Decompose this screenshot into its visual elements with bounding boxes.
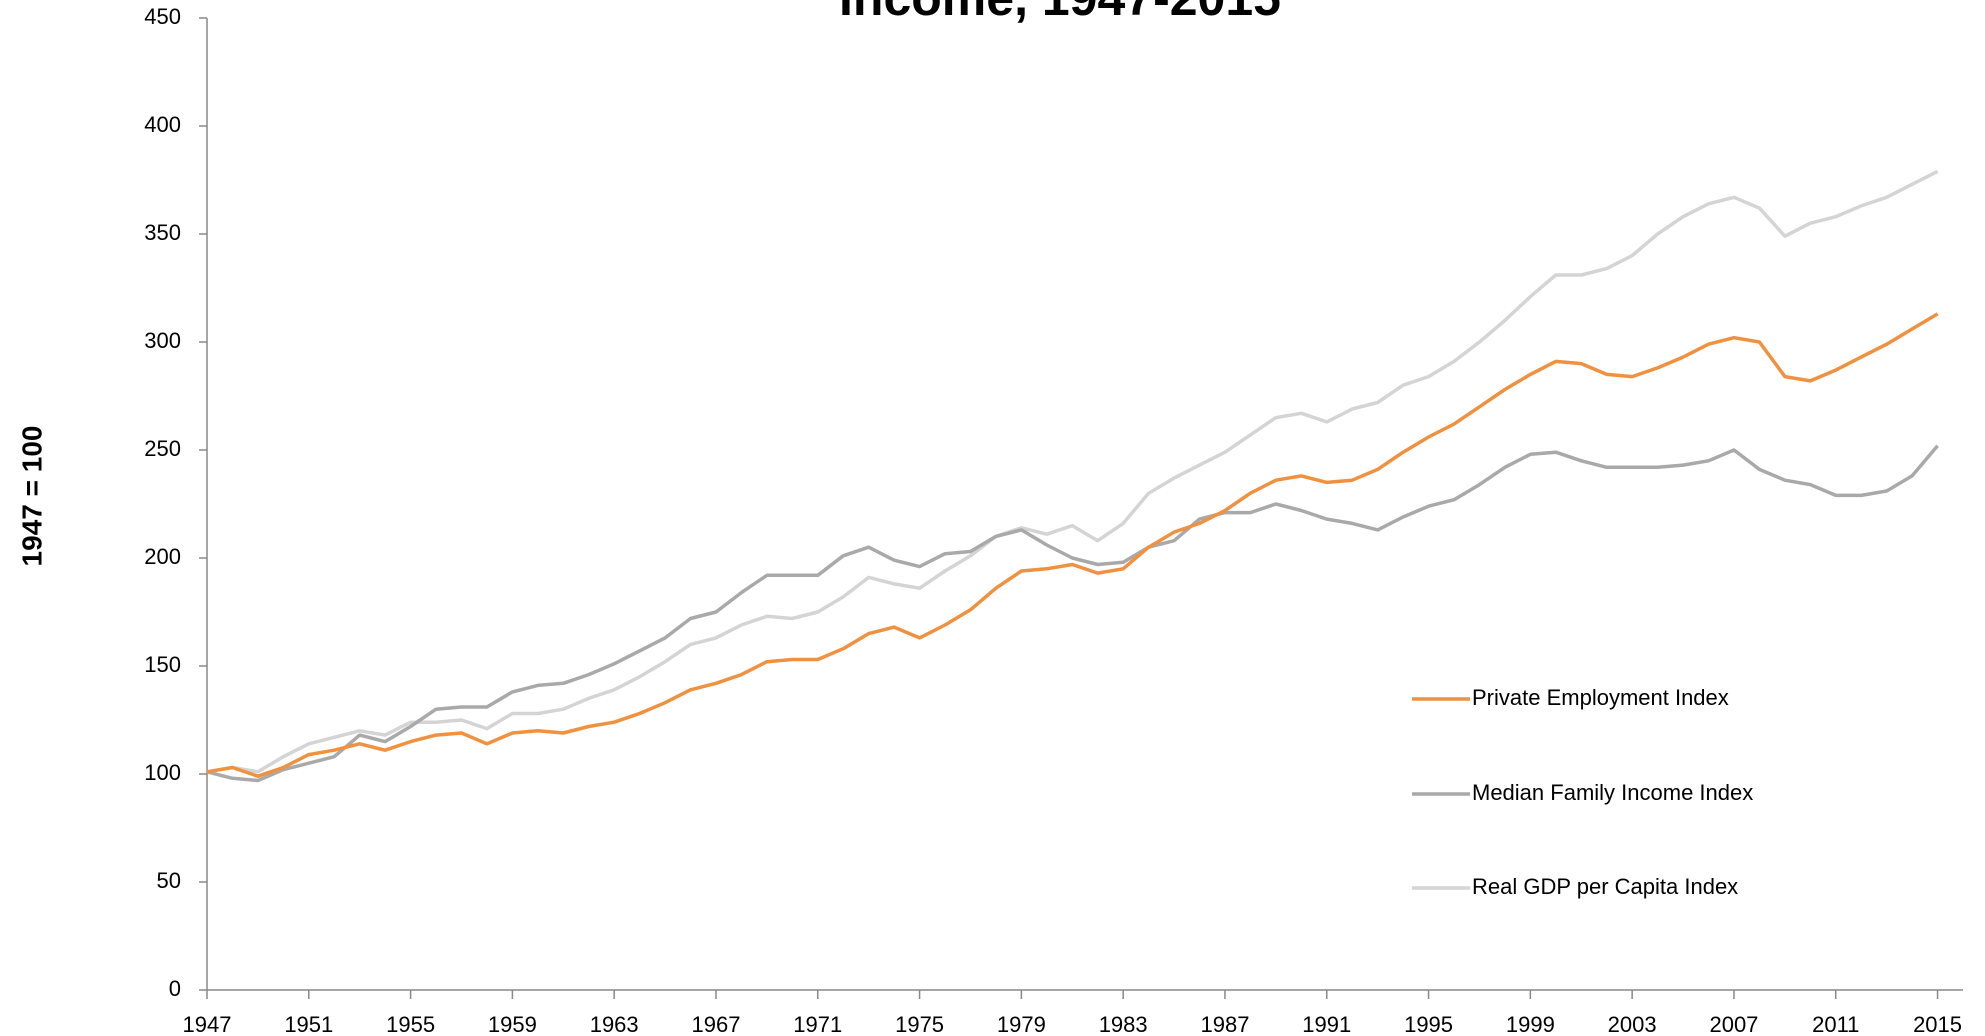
x-tick-label: 1947	[183, 1012, 232, 1036]
y-tick-label: 50	[157, 868, 181, 893]
x-tick-label: 1991	[1302, 1012, 1351, 1036]
x-tick-label: 1987	[1200, 1012, 1249, 1036]
x-tick-label: 1971	[793, 1012, 842, 1036]
x-tick-label: 2015	[1913, 1012, 1962, 1036]
x-tick-label: 2007	[1709, 1012, 1758, 1036]
x-tick-label: 1999	[1506, 1012, 1555, 1036]
chart-title: Income, 1947-2015	[839, 0, 1281, 26]
x-tick-label: 2003	[1608, 1012, 1657, 1036]
x-tick-label: 1975	[895, 1012, 944, 1036]
legend-label: Real GDP per Capita Index	[1472, 874, 1738, 899]
y-tick-label: 450	[144, 4, 181, 29]
y-tick-label: 400	[144, 112, 181, 137]
series-line	[206, 444, 1939, 783]
y-axis-label: 1947 = 100	[16, 426, 47, 567]
legend-label: Private Employment Index	[1472, 685, 1729, 710]
x-tick-label: 1955	[386, 1012, 435, 1036]
series-line	[206, 312, 1939, 778]
x-tick-label: 1979	[997, 1012, 1046, 1036]
x-tick-label: 1983	[1099, 1012, 1148, 1036]
y-tick-label: 350	[144, 220, 181, 245]
y-tick-label: 250	[144, 436, 181, 461]
y-tick-label: 300	[144, 328, 181, 353]
x-tick-label: 2011	[1812, 1012, 1859, 1036]
legend-label: Median Family Income Index	[1472, 780, 1753, 805]
x-tick-label: 1951	[284, 1012, 333, 1036]
x-tick-label: 1963	[590, 1012, 639, 1036]
y-tick-label: 0	[169, 976, 181, 1001]
y-tick-label: 200	[144, 544, 181, 569]
x-tick-label: 1967	[692, 1012, 741, 1036]
series-line	[206, 169, 1939, 774]
x-tick-label: 1959	[488, 1012, 537, 1036]
x-tick-label: 1995	[1404, 1012, 1453, 1036]
y-tick-label: 100	[144, 760, 181, 785]
y-tick-label: 150	[144, 652, 181, 677]
